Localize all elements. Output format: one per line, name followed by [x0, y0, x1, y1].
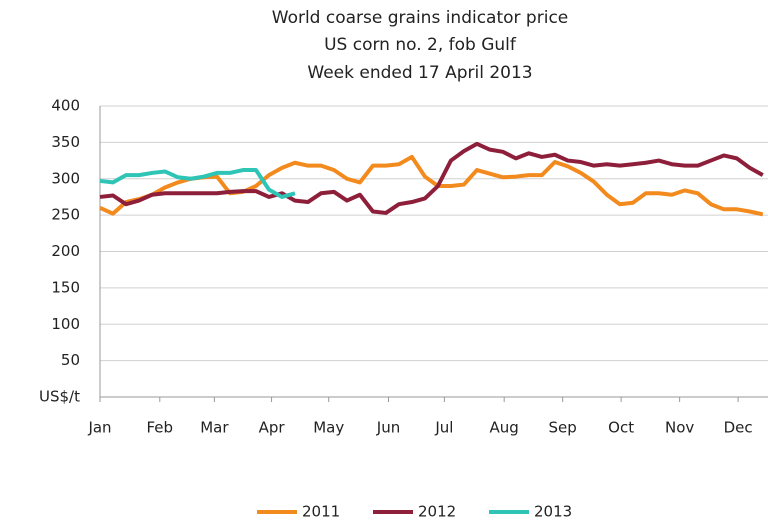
x-tick-label: May: [313, 419, 344, 437]
series-line: [99, 168, 296, 199]
x-tick-label: Feb: [147, 419, 174, 437]
x-tick-label: Jun: [376, 419, 400, 437]
legend-label: 2012: [418, 503, 456, 521]
y-tick-label: 50: [61, 351, 80, 369]
x-tick-label: Jan: [87, 419, 111, 437]
y-tick-label: 100: [51, 315, 80, 333]
y-tick-label: 150: [51, 278, 80, 296]
chart-subtitle: US corn no. 2, fob Gulf: [324, 35, 517, 55]
legend-label: 2013: [534, 503, 572, 521]
x-tick-label: Oct: [608, 419, 634, 437]
x-tick-label: Dec: [724, 419, 753, 437]
y-tick-label: 200: [51, 242, 80, 260]
y-tick-label: 400: [51, 97, 80, 115]
x-tick-label: Sep: [549, 419, 577, 437]
x-tick-label: Mar: [200, 419, 229, 437]
x-tick-label: Apr: [259, 419, 286, 437]
y-axis-label: US$/t: [39, 388, 80, 406]
y-tick-label: 250: [51, 206, 80, 224]
legend-label: 2011: [302, 503, 340, 521]
y-tick-label: 350: [51, 133, 80, 151]
chart-subtitle: Week ended 17 April 2013: [307, 63, 532, 83]
series-line: [99, 141, 764, 215]
chart-title: World coarse grains indicator price: [272, 8, 569, 28]
x-tick-label: Nov: [665, 419, 694, 437]
x-tick-label: Jul: [434, 419, 453, 437]
y-tick-label: 300: [51, 169, 80, 187]
series-line: [99, 154, 764, 217]
x-tick-label: Aug: [490, 419, 519, 437]
